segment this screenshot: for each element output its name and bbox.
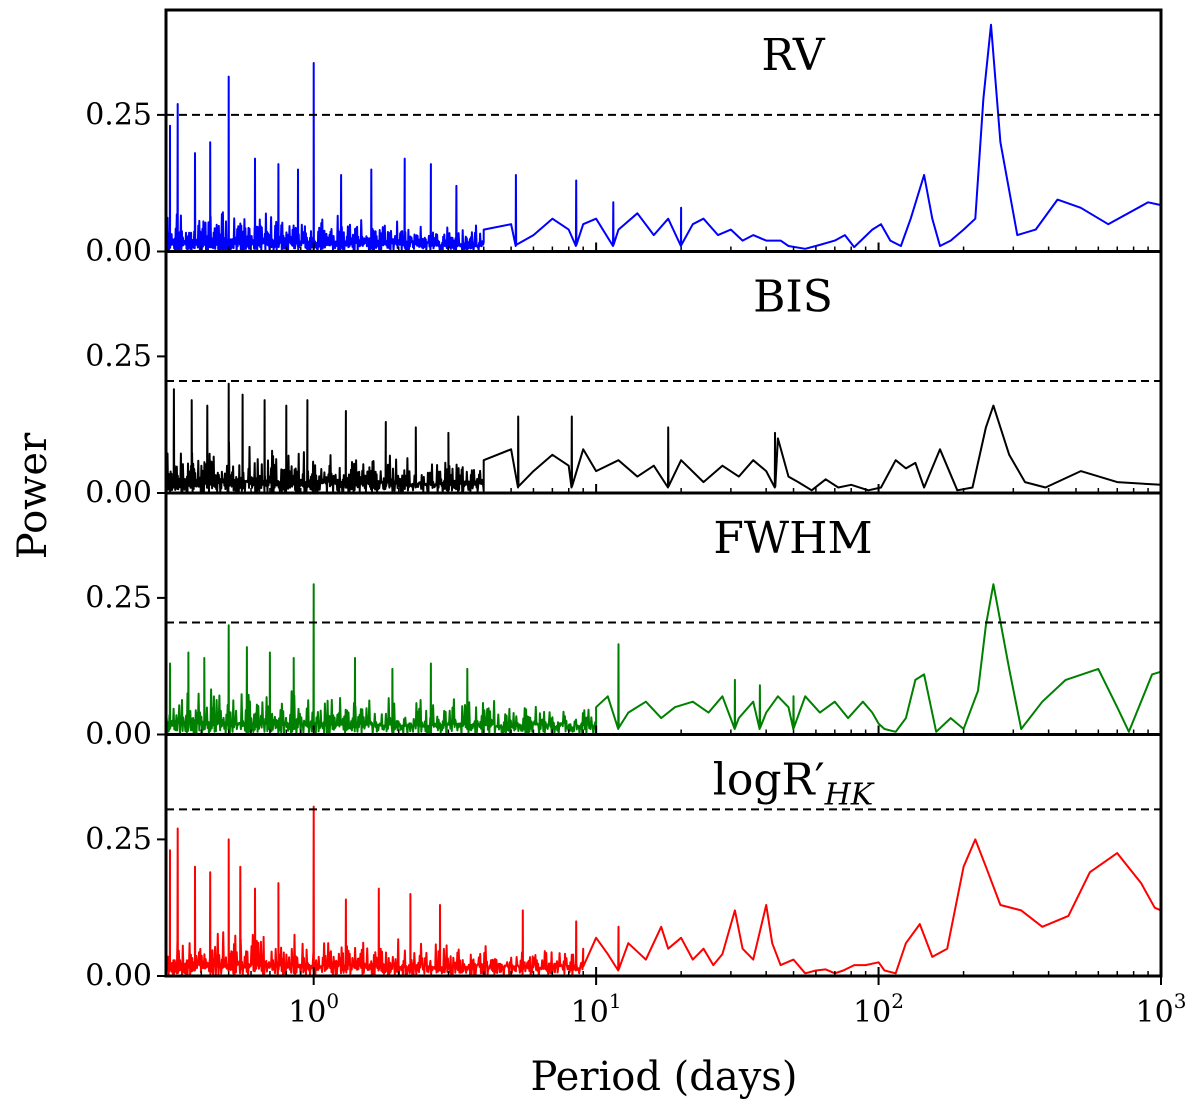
panel-logrhk: 0.00 0.25 logR′HK [85,733,1163,994]
x-tick-label: 102 [853,989,904,1030]
series-line-logrhk [165,805,1162,977]
panel-frame-bis [164,250,1163,495]
series-line-rv [165,23,1162,253]
y-tick-label-bis: 0.25 [85,339,152,374]
panel-label-bis: BIS [753,272,833,323]
panels-layer: 0.00 0.25 RV 0.00 0.25 BIS 0.00 0.25 FWHM 0.00 0.2… [85,8,1163,994]
panel-rv: 0.00 0.25 RV [85,8,1163,269]
y-tick-label-fwhm: 0.00 [85,717,152,752]
series-line-fwhm [165,583,1162,736]
panel-frame-logrhk [164,733,1163,978]
y-tick-label-rv: 0.00 [85,234,152,269]
x-axis-title: Period (days) [531,1054,798,1100]
panel-fwhm: 0.00 0.25 FWHM [85,491,1163,752]
panel-frame-rv [164,8,1163,253]
panel-label-rv: RV [761,30,826,81]
y-tick-label-fwhm: 0.25 [85,580,152,615]
y-tick-label-bis: 0.00 [85,476,152,511]
x-tick-label: 103 [1136,989,1187,1030]
panel-label-fwhm: FWHM [713,513,872,564]
panel-frame-fwhm [164,491,1163,736]
series-line-bis [165,382,1162,494]
y-tick-label-logrhk: 0.00 [85,959,152,994]
x-tick-label: 100 [288,989,339,1030]
panel-label-logrhk: logR′HK [713,755,875,813]
x-tick-label: 101 [571,989,622,1030]
y-tick-label-logrhk: 0.25 [85,822,152,857]
panel-bis: 0.00 0.25 BIS [85,250,1163,511]
x-axis: 100 101 102 103 [288,976,1186,1030]
y-tick-label-rv: 0.25 [85,97,152,132]
y-axis-title: Power [10,432,56,559]
